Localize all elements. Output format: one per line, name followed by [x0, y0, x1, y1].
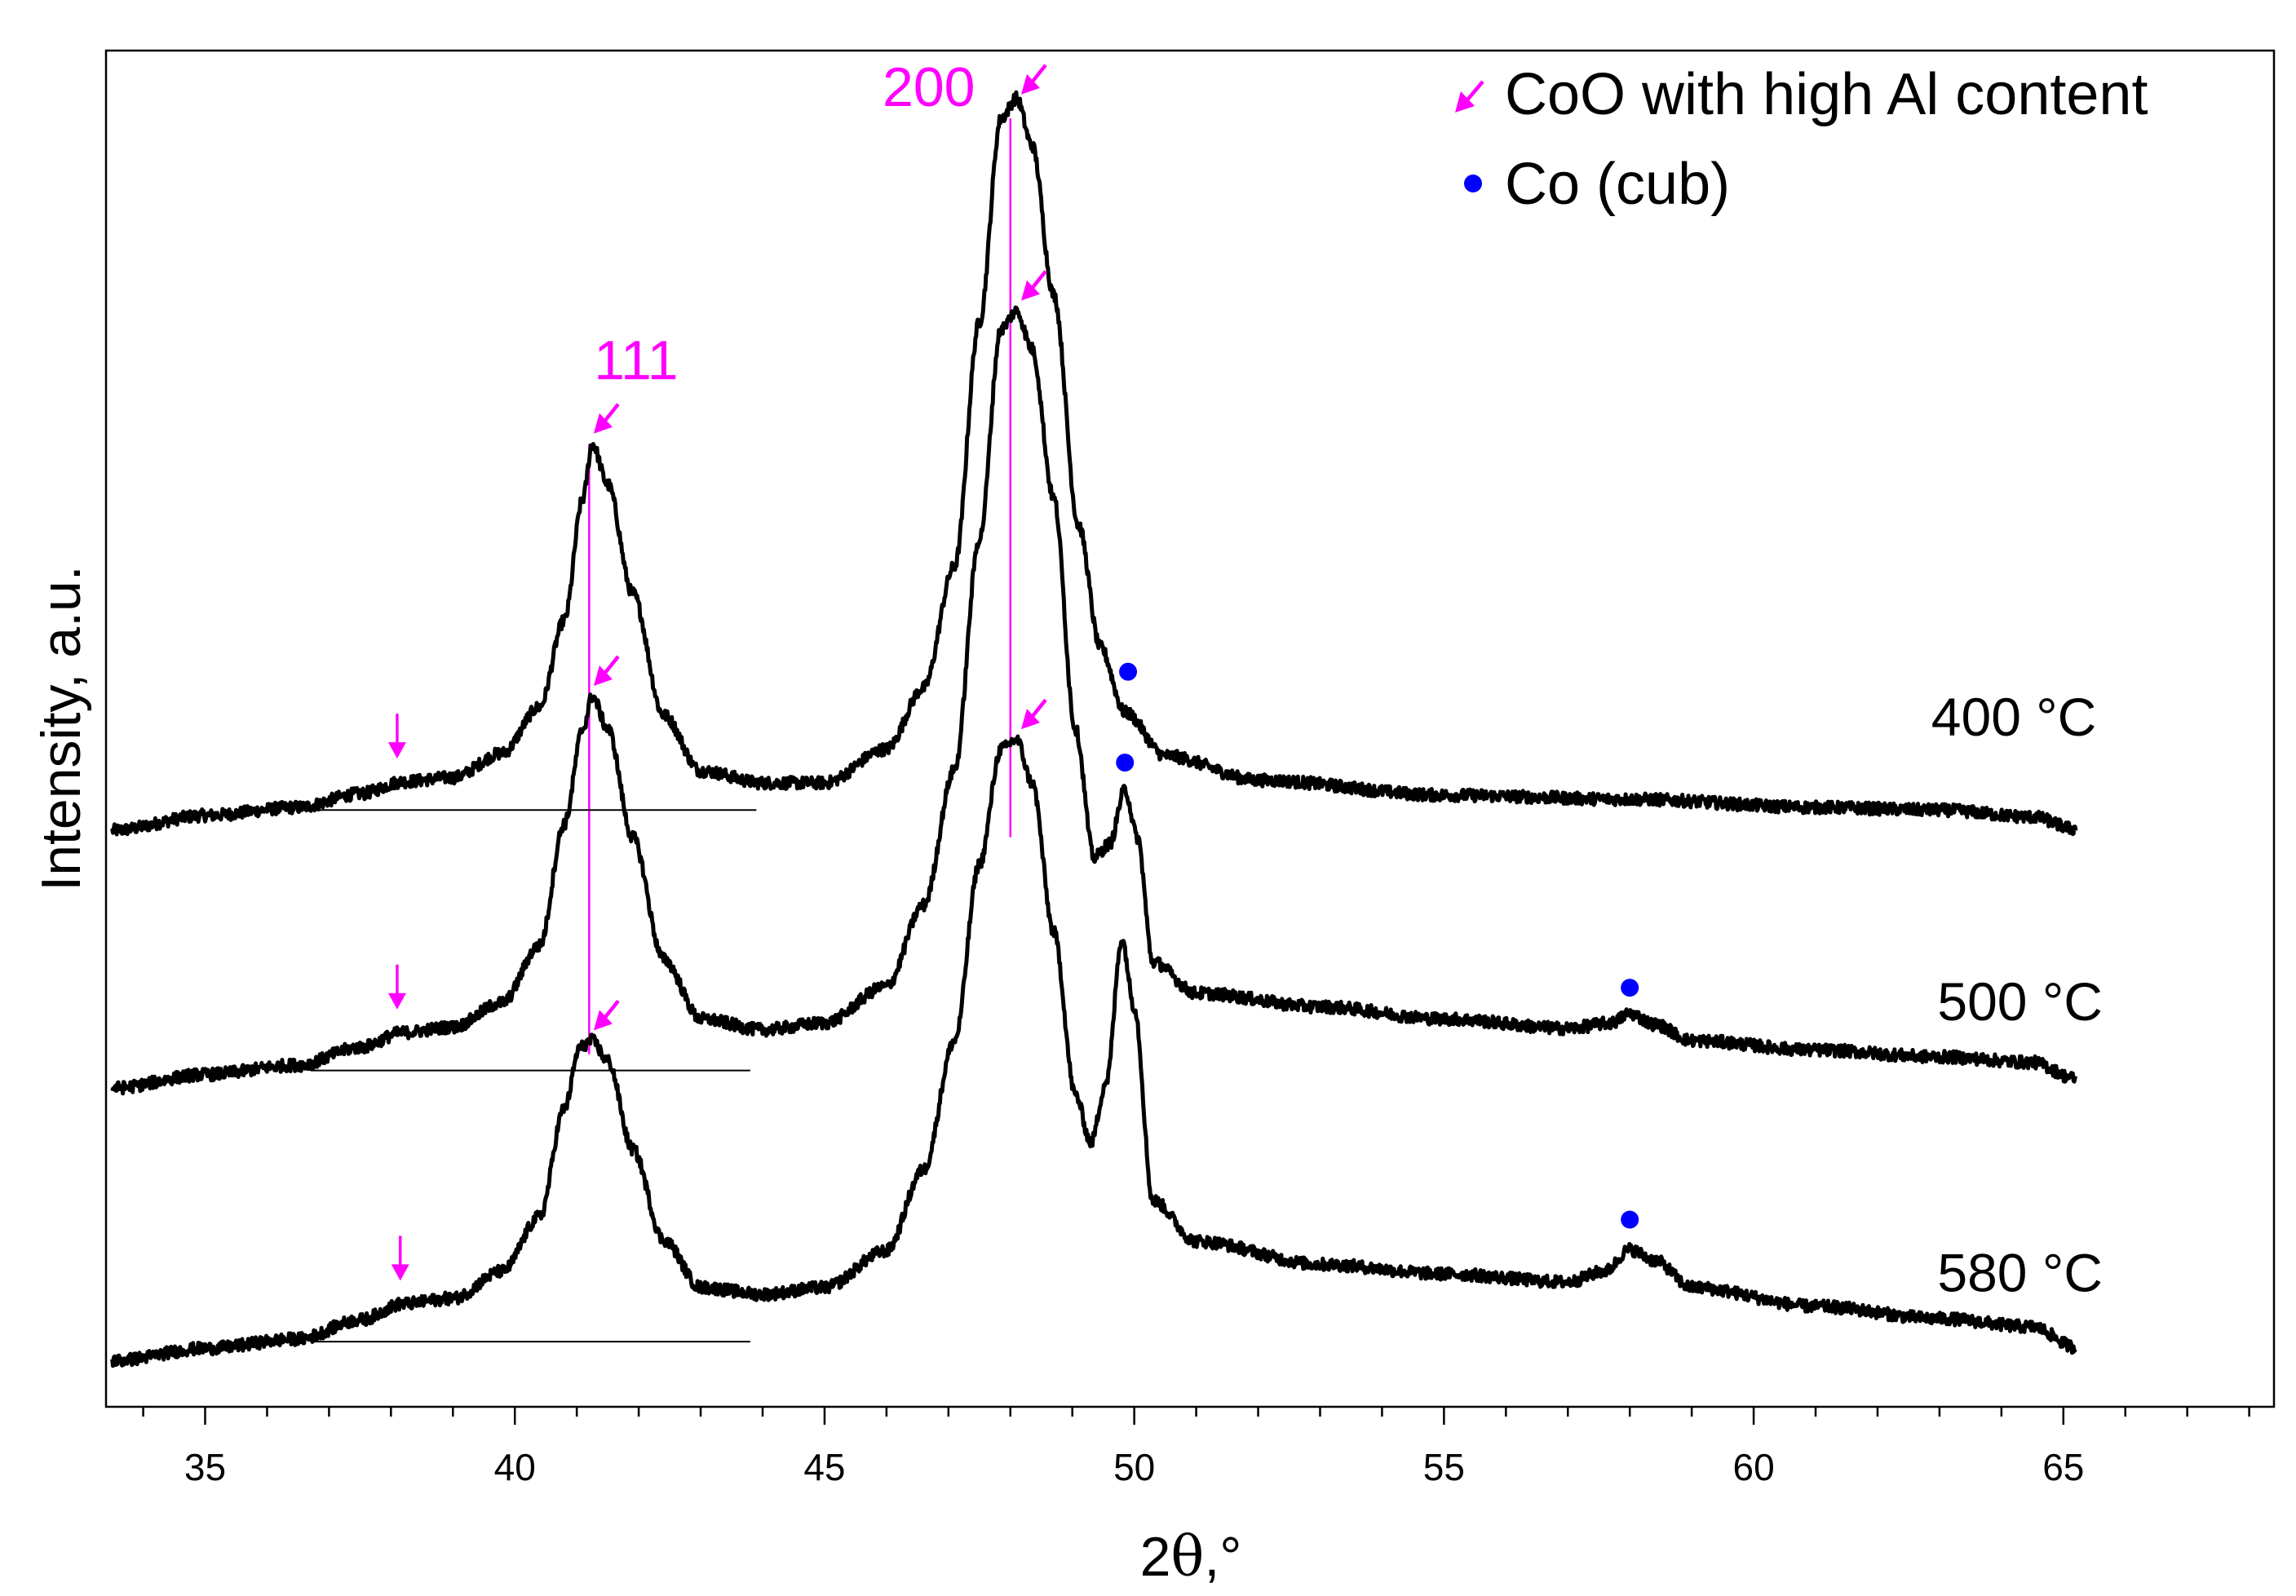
coo-arrow-down-head	[387, 993, 406, 1010]
legend-label-co: Co (cub)	[1505, 152, 1730, 217]
series-line-580	[110, 734, 2077, 1368]
legend-label-coo: CoO with high Al content	[1505, 62, 2148, 127]
y-axis-title: Intensity, a.u.	[30, 565, 92, 891]
x-tick-label: 60	[1732, 1446, 1774, 1488]
x-axis-ticks: 35 40 45 50 55 60 65	[142, 1407, 2250, 1488]
coo-arrow-diag-head	[593, 413, 613, 434]
co-dot	[1621, 1210, 1639, 1229]
x-axis-title-suffix: ,°	[1204, 1526, 1241, 1588]
peak-markers	[387, 64, 1639, 1281]
x-tick-label: 50	[1113, 1446, 1155, 1488]
coo-arrow-diag-head	[593, 665, 613, 686]
x-axis-title-prefix: 2	[1140, 1526, 1171, 1588]
co-dot	[1621, 979, 1639, 997]
x-tick-label: 35	[184, 1446, 226, 1488]
series-lines	[110, 90, 2078, 1368]
coo-arrow-diag-head	[1020, 73, 1040, 95]
legend-arrow-icon	[1455, 80, 1484, 113]
series-label-580: 580 °C	[1937, 1243, 2103, 1303]
legend-arrow-head	[1455, 91, 1475, 113]
coo-arrow-diag-head	[1020, 709, 1040, 730]
x-tick-label: 40	[494, 1446, 536, 1488]
x-tick-label: 65	[2042, 1446, 2084, 1488]
co-dot	[1119, 662, 1138, 681]
x-axis-title-symbol: θ	[1170, 1525, 1204, 1589]
legend-dot-icon	[1464, 175, 1482, 192]
coo-arrow-diag-head	[1020, 280, 1040, 301]
coo-arrow-down-head	[387, 742, 406, 759]
x-tick-label: 55	[1423, 1446, 1465, 1488]
series-label-500: 500 °C	[1937, 971, 2103, 1032]
reference-lines	[588, 118, 1012, 1054]
coo-arrow-diag-head	[593, 1010, 613, 1031]
chart-labels: 111 200 400 °C 500 °C 580 °C	[594, 56, 2103, 1303]
hkl-label-111: 111	[594, 329, 678, 391]
baselines	[310, 809, 757, 1343]
series-label-400: 400 °C	[1931, 687, 2097, 747]
series-line-500	[110, 305, 2078, 1096]
hkl-label-200: 200	[883, 56, 975, 118]
plot-frame	[104, 49, 2276, 1408]
x-tick-label: 45	[803, 1446, 845, 1488]
x-axis-title: 2θ,°	[1140, 1525, 1242, 1589]
coo-arrow-down-head	[391, 1264, 409, 1281]
co-dot	[1116, 754, 1135, 772]
series-line-400	[110, 90, 2078, 837]
legend: CoO with high Al content Co (cub)	[1455, 62, 2148, 217]
